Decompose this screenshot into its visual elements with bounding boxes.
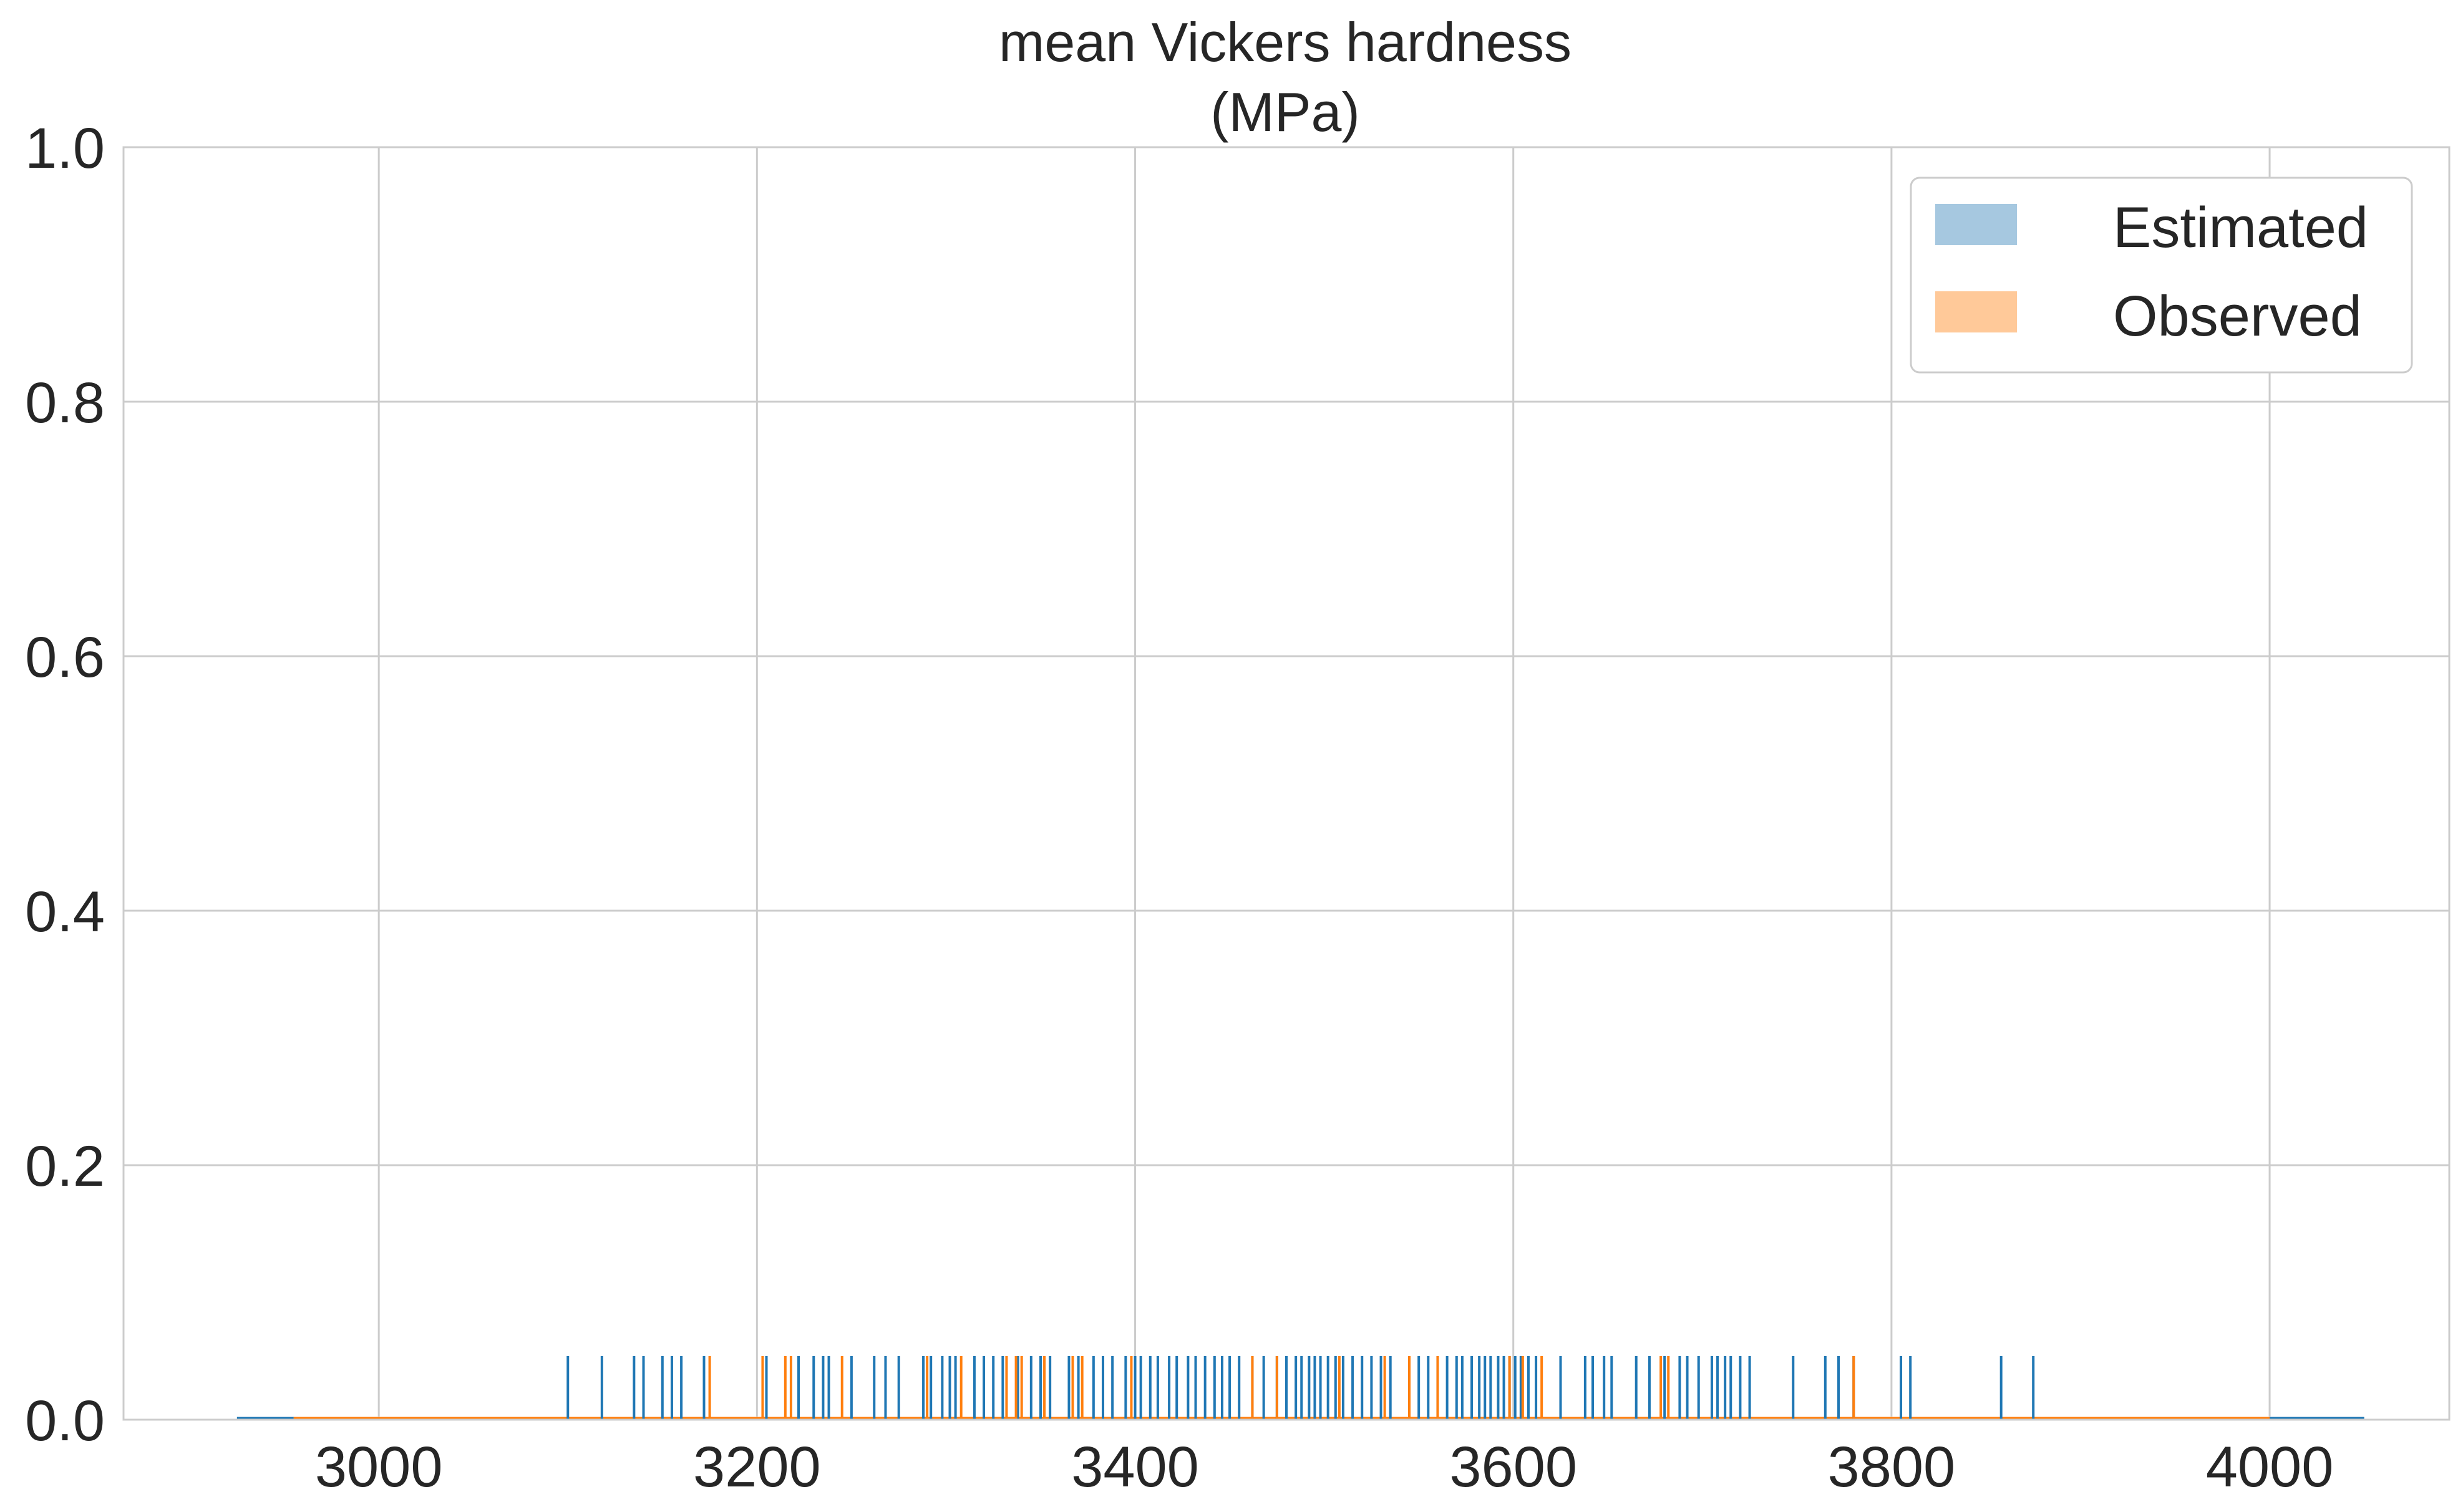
y-tick-label: 1.0	[25, 117, 105, 180]
chart-title-line-1: mean Vickers hardness	[999, 11, 1572, 73]
x-tick-label: 3200	[693, 1435, 821, 1499]
chart-title-line-2: (MPa)	[1210, 81, 1360, 143]
x-tick-label: 3400	[1071, 1435, 1199, 1499]
legend: Estimated Observed	[1910, 177, 2413, 374]
plot-frame	[122, 146, 2451, 1421]
legend-box	[1910, 177, 2413, 374]
legend-label-observed: Observed	[2113, 284, 2362, 348]
x-tick-label: 3000	[315, 1435, 443, 1499]
legend-label-estimated: Estimated	[2113, 196, 2368, 259]
x-tick-label: 4000	[2206, 1435, 2334, 1499]
rug-marks	[566, 1356, 2035, 1420]
x-tick-label: 3800	[1828, 1435, 1956, 1499]
y-tick-label: 0.2	[25, 1135, 105, 1198]
y-tick-label: 0.6	[25, 626, 105, 689]
y-axis-ticks: 0.0 0.2 0.4 0.6 0.8 1.0	[25, 117, 105, 1453]
y-tick-label: 0.0	[25, 1389, 105, 1453]
y-tick-label: 0.8	[25, 371, 105, 435]
y-tick-label: 0.4	[25, 880, 105, 944]
legend-swatch-observed	[1935, 291, 2017, 332]
x-tick-label: 3600	[1449, 1435, 1577, 1499]
x-axis-ticks: 3000 3200 3400 3600 3800 4000	[315, 1435, 2334, 1499]
legend-swatch-estimated	[1935, 204, 2017, 245]
